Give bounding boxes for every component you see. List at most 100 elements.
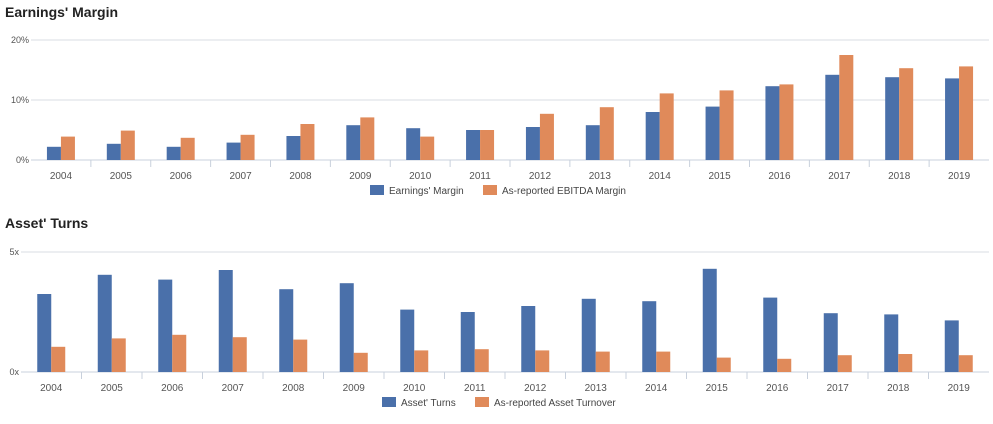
x-tick-label: 2005 bbox=[110, 171, 133, 182]
bar-series-1 bbox=[466, 130, 481, 160]
bar-series-2 bbox=[659, 93, 674, 160]
x-tick-label: 2011 bbox=[464, 383, 486, 394]
x-tick-label: 2018 bbox=[888, 171, 911, 182]
x-tick-label: 2016 bbox=[768, 171, 791, 182]
bar-series-1 bbox=[106, 143, 121, 160]
x-tick-label: 2006 bbox=[170, 171, 193, 182]
y-tick-label: 10% bbox=[11, 95, 29, 105]
bar-series-1 bbox=[581, 298, 596, 372]
bar-series-2 bbox=[232, 337, 247, 372]
x-tick-label: 2009 bbox=[343, 383, 366, 394]
bar-series-1 bbox=[525, 127, 540, 160]
bar-series-1 bbox=[460, 312, 475, 372]
x-tick-label: 2012 bbox=[529, 171, 552, 182]
bar-series-2 bbox=[51, 346, 66, 372]
bar-series-1 bbox=[642, 301, 657, 372]
x-tick-label: 2004 bbox=[50, 171, 73, 182]
bar-series-2 bbox=[474, 349, 489, 372]
legend-label[interactable]: As-reported EBITDA Margin bbox=[502, 186, 626, 197]
x-tick-label: 2014 bbox=[649, 171, 672, 182]
bar-series-2 bbox=[240, 134, 255, 160]
bar-series-1 bbox=[279, 289, 294, 372]
bar-series-1 bbox=[823, 313, 838, 372]
bar-series-1 bbox=[226, 142, 241, 160]
x-tick-label: 2015 bbox=[708, 171, 731, 182]
x-tick-label: 2012 bbox=[524, 383, 547, 394]
bar-series-2 bbox=[420, 136, 435, 160]
bar-series-2 bbox=[656, 351, 671, 372]
bar-series-2 bbox=[353, 352, 368, 372]
x-tick-label: 2018 bbox=[887, 383, 910, 394]
bar-series-1 bbox=[765, 86, 780, 160]
bar-series-2 bbox=[120, 130, 135, 160]
x-tick-label: 2013 bbox=[589, 171, 612, 182]
bar-series-1 bbox=[645, 112, 660, 160]
x-tick-label: 2005 bbox=[101, 383, 124, 394]
x-tick-label: 2014 bbox=[645, 383, 668, 394]
bar-series-1 bbox=[884, 314, 899, 372]
bar-series-2 bbox=[716, 357, 731, 372]
chart-title-earnings-margin: Earnings' Margin bbox=[5, 4, 119, 20]
legend-swatch bbox=[382, 397, 396, 407]
y-tick-label: 0% bbox=[16, 155, 29, 165]
legend-swatch bbox=[483, 185, 497, 195]
bar-series-1 bbox=[339, 283, 354, 372]
bar-series-1 bbox=[885, 77, 900, 160]
bar-series-2 bbox=[958, 355, 973, 372]
bar-series-2 bbox=[172, 334, 187, 372]
bar-series-2 bbox=[293, 339, 308, 372]
bar-series-2 bbox=[300, 124, 315, 160]
x-tick-label: 2017 bbox=[828, 171, 851, 182]
legend-swatch bbox=[370, 185, 384, 195]
chart-1: 0% 10% 20% 2004 2005 2006 2007 2008 2009 2010 2011… bbox=[11, 35, 989, 197]
bar-series-2 bbox=[837, 355, 852, 372]
bar-series-1 bbox=[585, 125, 600, 160]
bar-series-2 bbox=[414, 350, 429, 372]
bar-series-1 bbox=[825, 74, 840, 160]
x-tick-label: 2010 bbox=[403, 383, 426, 394]
bar-series-2 bbox=[719, 90, 734, 160]
bar-series-1 bbox=[97, 274, 112, 372]
x-tick-label: 2017 bbox=[827, 383, 850, 394]
bar-series-2 bbox=[898, 354, 913, 372]
bar-series-2 bbox=[599, 107, 614, 160]
legend-label[interactable]: Earnings' Margin bbox=[389, 186, 464, 197]
x-tick-label: 2007 bbox=[222, 383, 245, 394]
bar-series-2 bbox=[959, 66, 974, 160]
bar-series-2 bbox=[595, 351, 610, 372]
x-tick-label: 2010 bbox=[409, 171, 432, 182]
y-tick-label: 20% bbox=[11, 35, 29, 45]
bar-series-1 bbox=[166, 146, 181, 160]
bar-series-1 bbox=[521, 306, 536, 372]
legend-label[interactable]: Asset' Turns bbox=[401, 398, 456, 409]
bar-series-2 bbox=[777, 358, 792, 372]
bar-series-1 bbox=[945, 78, 960, 160]
x-tick-label: 2013 bbox=[585, 383, 608, 394]
bar-series-2 bbox=[111, 338, 126, 372]
bar-series-1 bbox=[406, 128, 421, 160]
bar-series-2 bbox=[779, 84, 794, 160]
x-tick-label: 2008 bbox=[282, 383, 305, 394]
bar-series-1 bbox=[702, 268, 717, 372]
x-tick-label: 2015 bbox=[706, 383, 729, 394]
chart-title-asset-turns: Asset' Turns bbox=[5, 215, 89, 231]
legend-swatch bbox=[475, 397, 489, 407]
legend-label[interactable]: As-reported Asset Turnover bbox=[494, 398, 616, 409]
bar-series-1 bbox=[218, 270, 233, 372]
bar-series-1 bbox=[400, 309, 415, 372]
bar-series-1 bbox=[944, 320, 959, 372]
x-tick-label: 2019 bbox=[948, 383, 971, 394]
bar-series-1 bbox=[46, 146, 61, 160]
x-tick-label: 2006 bbox=[161, 383, 184, 394]
x-tick-label: 2009 bbox=[349, 171, 372, 182]
bar-series-2 bbox=[899, 68, 914, 160]
bar-series-2 bbox=[535, 350, 550, 372]
bar-series-1 bbox=[37, 294, 52, 372]
bar-series-2 bbox=[839, 55, 854, 160]
chart-2: 0x 5x 2004 2005 2006 2007 2008 2009 2010 2011 2012… bbox=[9, 247, 989, 409]
bar-series-1 bbox=[705, 106, 720, 160]
y-tick-label: 0x bbox=[9, 367, 19, 377]
bar-series-2 bbox=[539, 113, 554, 160]
bar-series-2 bbox=[60, 136, 75, 160]
